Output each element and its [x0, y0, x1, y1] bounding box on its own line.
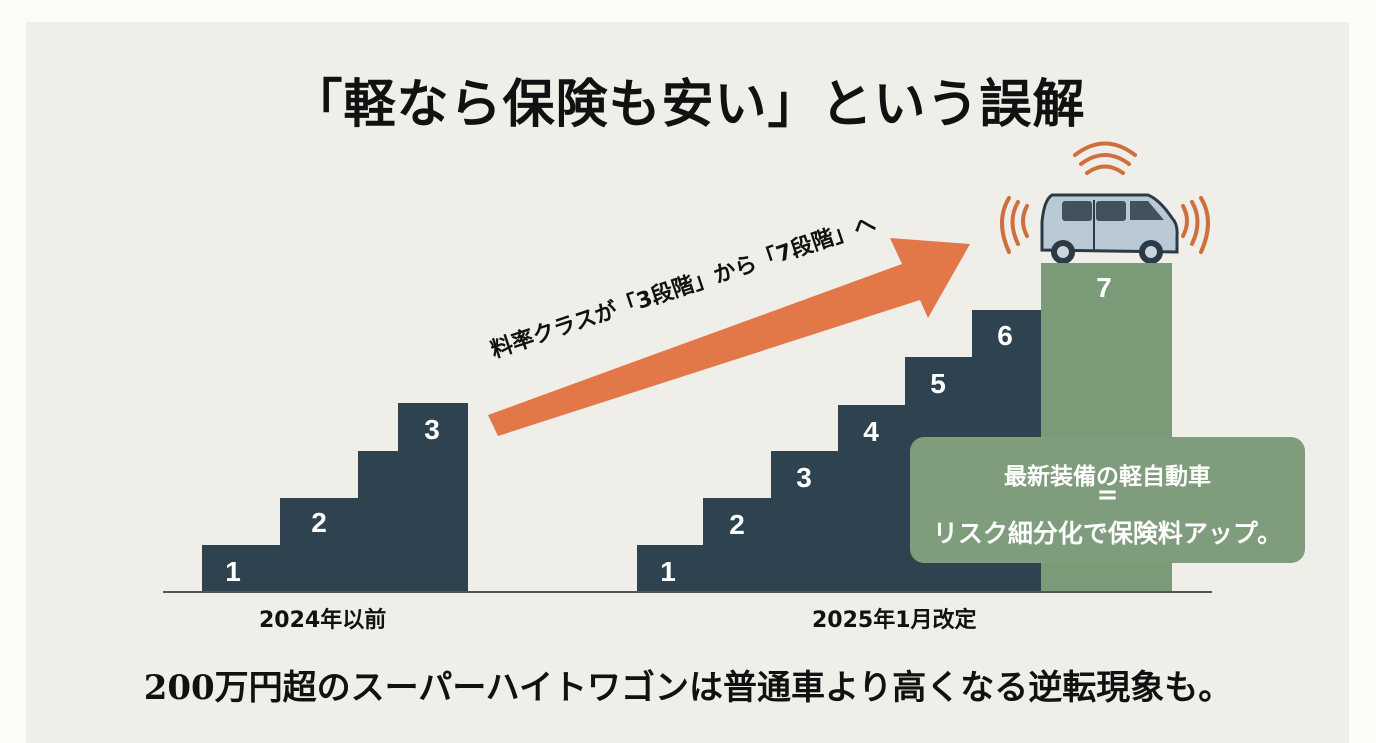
- step-number: 3: [424, 414, 440, 445]
- step-1: [637, 545, 704, 592]
- footer-caption: 200万円超のスーパーハイトワゴンは普通車より高くなる逆転現象も。: [143, 668, 1233, 708]
- step-number: 1: [225, 556, 241, 587]
- callout-box: 最新装備の軽自動車 = リスク細分化で保険料アップ。: [910, 437, 1305, 563]
- step-1: [202, 545, 281, 592]
- step-3: [398, 403, 468, 592]
- step-number: 3: [796, 462, 812, 493]
- page-title: 「軽なら保険も安い」という誤解: [290, 75, 1086, 135]
- trend-arrow-icon: [488, 238, 970, 436]
- signal-waves-icon: [1000, 141, 1210, 254]
- step-2b: [358, 451, 399, 592]
- step-number: 1: [660, 556, 676, 587]
- step-2: [703, 498, 772, 592]
- callout-line2: リスク細分化で保険料アップ。: [932, 519, 1283, 548]
- step-3: [771, 451, 839, 592]
- step-2: [280, 498, 359, 592]
- step-number: 5: [930, 368, 946, 399]
- left-chart-label: 2024年以前: [259, 608, 387, 633]
- step-number: 4: [863, 416, 879, 447]
- step-number: 2: [729, 509, 745, 540]
- callout-equals: =: [1096, 480, 1119, 510]
- step-number: 7: [1096, 272, 1112, 303]
- step-number: 2: [311, 507, 327, 538]
- step-4: [838, 405, 906, 592]
- right-chart-label: 2025年1月改定: [812, 608, 977, 633]
- kei-car-icon: [1040, 193, 1179, 264]
- baseline: [163, 591, 1212, 593]
- callout-line1: 最新装備の軽自動車: [1004, 464, 1211, 490]
- step-number: 6: [997, 320, 1013, 351]
